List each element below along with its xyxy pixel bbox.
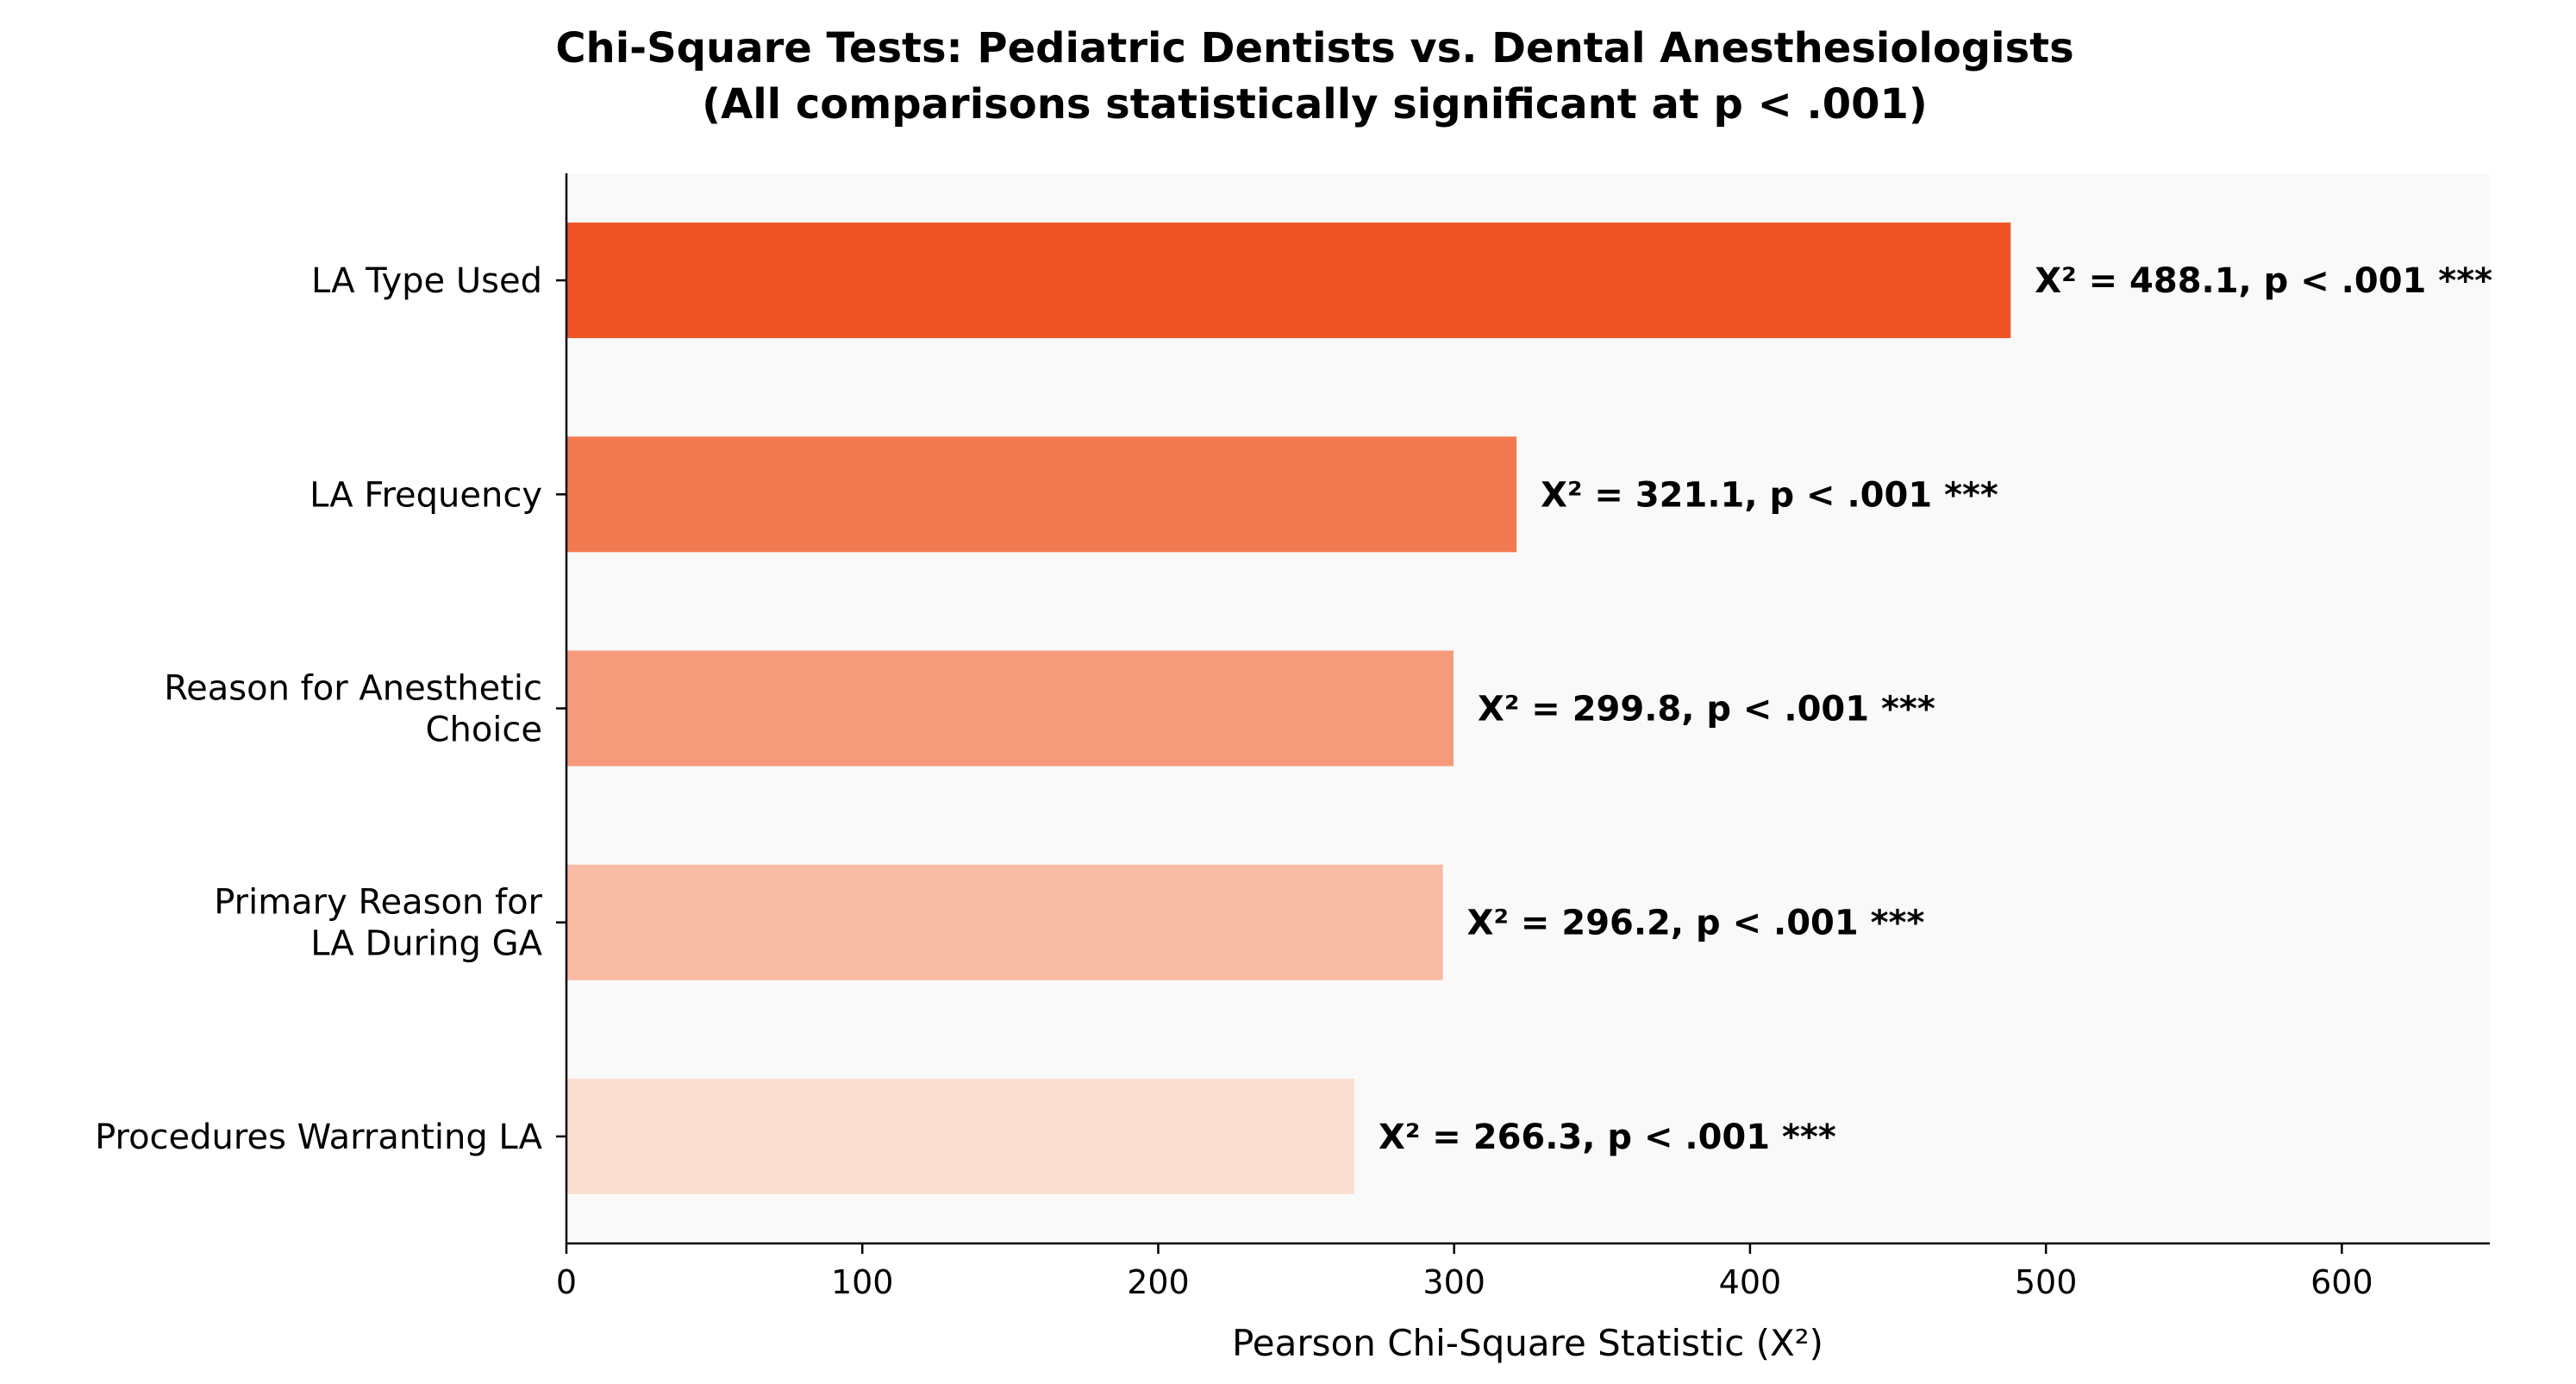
data-label: X² = 299.8, p < .001 *** — [1478, 690, 1935, 730]
data-label: X² = 488.1, p < .001 *** — [2035, 261, 2492, 301]
x-ticks: 0 100 200 300 400 500 600 — [556, 1243, 2373, 1301]
data-label: X² = 296.2, p < .001 *** — [1467, 904, 1925, 943]
category-label: Choice — [426, 711, 542, 750]
bar — [566, 650, 1454, 767]
category-label: Primary Reason for — [214, 883, 542, 923]
bar — [566, 1078, 1355, 1194]
x-axis-label: Pearson Chi-Square Statistic (X²) — [1232, 1322, 1823, 1364]
x-tick-label: 0 — [556, 1263, 577, 1301]
x-tick-label: 600 — [2310, 1263, 2373, 1301]
data-label: X² = 321.1, p < .001 *** — [1541, 475, 1998, 515]
data-label: X² = 266.3, p < .001 *** — [1379, 1118, 1836, 1157]
bars — [566, 222, 2011, 1194]
category-label: LA Frequency — [309, 475, 542, 515]
chart-subtitle: (All comparisons statistically significa… — [702, 80, 1928, 128]
x-tick-label: 300 — [1422, 1263, 1485, 1301]
x-tick-label: 100 — [831, 1263, 894, 1301]
category-label: Procedures Warranting LA — [95, 1118, 543, 1157]
x-tick-label: 200 — [1127, 1263, 1190, 1301]
chart-title: Chi-Square Tests: Pediatric Dentists vs.… — [555, 24, 2073, 72]
bar — [566, 436, 1517, 553]
category-label: Reason for Anesthetic — [164, 669, 542, 709]
x-tick-label: 400 — [1719, 1263, 1782, 1301]
bar — [566, 864, 1443, 980]
category-label: LA During GA — [310, 924, 542, 964]
data-labels: X² = 488.1, p < .001 *** X² = 321.1, p < … — [1379, 261, 2492, 1157]
category-label: LA Type Used — [311, 261, 542, 301]
bar — [566, 222, 2011, 339]
x-tick-label: 500 — [2015, 1263, 2078, 1301]
category-labels: LA Type Used LA Frequency Reason for Anest… — [95, 261, 566, 1157]
